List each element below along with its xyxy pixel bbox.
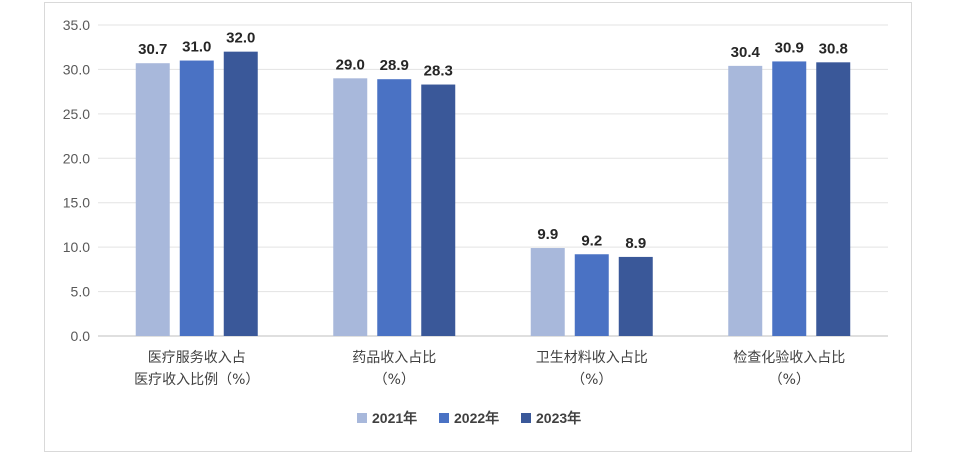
data-label: 29.0 [336, 56, 365, 73]
data-label: 30.7 [138, 41, 167, 58]
bar [377, 79, 412, 337]
x-category-label: 医疗收入比例（%） [134, 372, 259, 388]
x-category-label: 药品收入占比 [352, 350, 436, 366]
x-category-label: 卫生材料收入占比 [536, 350, 648, 366]
data-label: 9.9 [537, 226, 558, 243]
data-label: 31.0 [182, 39, 211, 56]
data-label: 30.9 [775, 39, 804, 56]
bar [135, 63, 170, 337]
data-label: 28.9 [380, 57, 409, 74]
y-tick-label: 15.0 [63, 195, 90, 211]
bar [816, 62, 851, 336]
bar [728, 65, 763, 337]
legend-swatch [357, 413, 367, 423]
data-label: 30.8 [819, 40, 848, 57]
y-tick-label: 10.0 [63, 239, 90, 255]
x-category-label: 医疗服务收入占 [148, 350, 246, 366]
data-label: 9.2 [581, 232, 602, 249]
y-tick-label: 0.0 [71, 328, 91, 344]
y-tick-label: 30.0 [63, 61, 90, 77]
legend-label: 2023年 [536, 410, 581, 426]
data-label: 30.4 [731, 44, 761, 61]
bar [223, 51, 258, 337]
y-tick-label: 35.0 [63, 17, 90, 33]
legend-swatch [439, 413, 449, 423]
x-category-label: （%） [571, 372, 612, 388]
y-tick-label: 5.0 [71, 284, 91, 300]
bar [333, 78, 368, 337]
bar [421, 84, 456, 336]
legend-swatch [521, 413, 531, 423]
data-label: 32.0 [226, 30, 255, 47]
x-category-label: （%） [769, 372, 810, 388]
x-category-label: 检查化验收入占比 [733, 350, 845, 366]
y-tick-label: 20.0 [63, 150, 90, 166]
legend-label: 2022年 [454, 410, 499, 426]
bar [179, 60, 214, 337]
bar [530, 248, 565, 336]
bar [574, 254, 609, 336]
bar [772, 61, 807, 336]
legend-label: 2021年 [372, 410, 417, 426]
bar [618, 256, 653, 336]
data-label: 8.9 [625, 235, 646, 252]
y-tick-label: 25.0 [63, 106, 90, 122]
x-category-label: （%） [374, 372, 415, 388]
data-label: 28.3 [424, 63, 453, 80]
